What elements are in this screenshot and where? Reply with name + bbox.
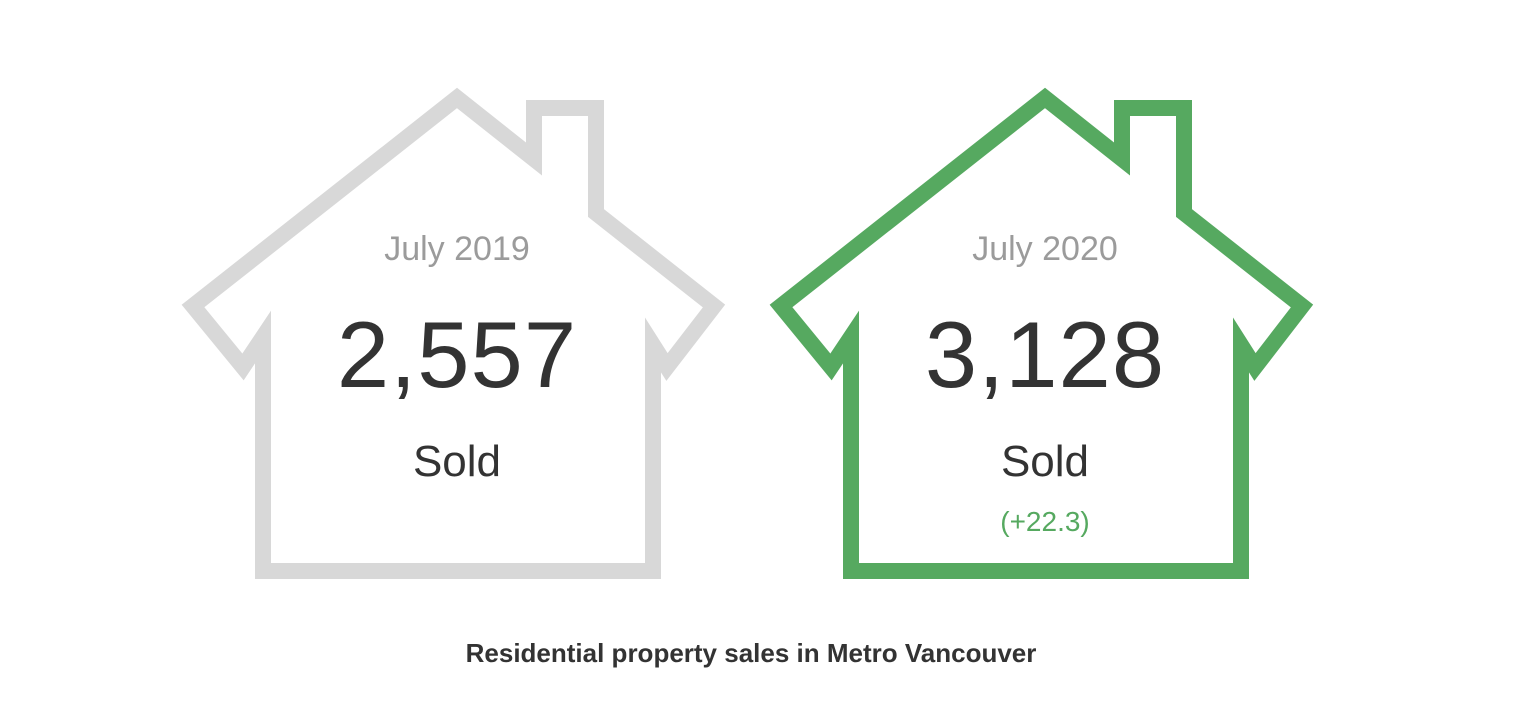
sold-label: Sold bbox=[412, 437, 502, 486]
house-outline-path bbox=[181, 87, 726, 579]
house-outline-path bbox=[769, 87, 1314, 579]
card-july-2020: July 2020 3,128 Sold (+22.3) bbox=[765, 80, 1325, 580]
sold-label: Sold bbox=[1000, 437, 1090, 486]
caption: Residential property sales in Metro Vanc… bbox=[465, 638, 1037, 668]
period-label: July 2020 bbox=[972, 230, 1118, 268]
sold-count: 3,128 bbox=[924, 302, 1166, 407]
house-outline-icon bbox=[769, 87, 1314, 579]
card-july-2019: July 2019 2,557 Sold bbox=[177, 80, 737, 580]
house-outline-icon bbox=[181, 87, 726, 579]
sold-count: 2,557 bbox=[336, 302, 578, 407]
period-label: July 2019 bbox=[384, 230, 530, 268]
percent-change: (+22.3) bbox=[1000, 506, 1090, 537]
